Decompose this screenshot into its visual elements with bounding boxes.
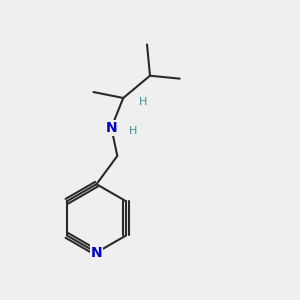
Text: H: H — [129, 126, 137, 136]
Text: H: H — [139, 98, 148, 107]
Text: N: N — [91, 245, 102, 260]
Text: N: N — [106, 121, 117, 135]
